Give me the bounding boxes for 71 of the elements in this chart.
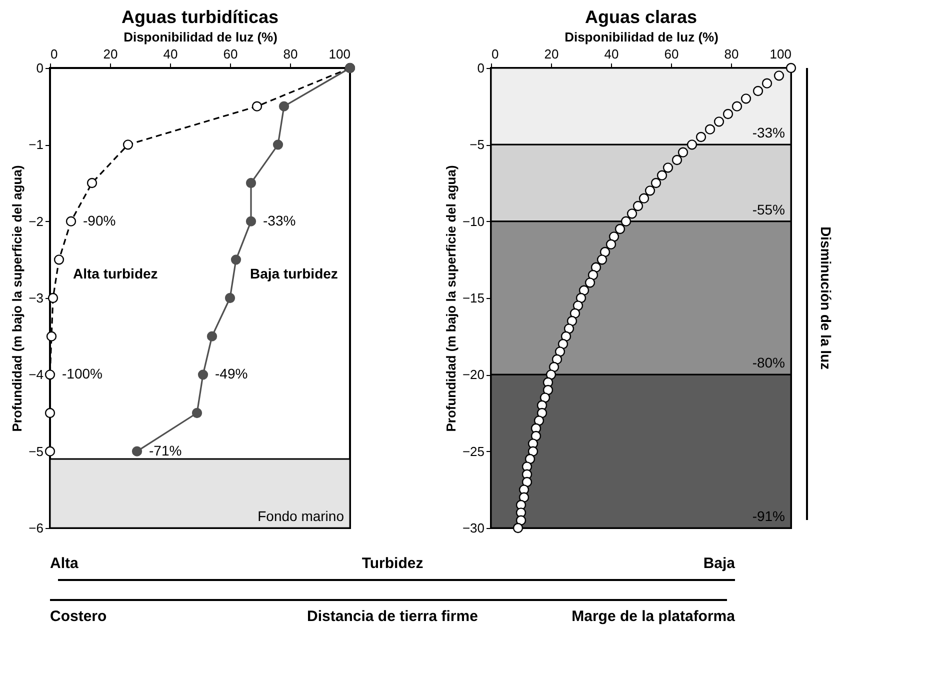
annotation: -90% (83, 212, 116, 228)
point (46, 331, 57, 342)
y-tick-label: −3 (28, 290, 44, 306)
band-label: Fondo marino (258, 508, 344, 524)
annotation: -49% (215, 366, 248, 382)
point (198, 370, 208, 380)
point (44, 408, 56, 418)
band-label: -33% (752, 124, 785, 141)
y-tick-label: 0 (36, 60, 44, 76)
band-label: -55% (752, 201, 785, 218)
text: Turbidez (362, 555, 424, 572)
y-tick-label: −20 (462, 367, 484, 382)
text: Baja (703, 555, 736, 572)
point (44, 446, 56, 456)
y-tick-label: −6 (28, 520, 44, 536)
text: Distancia de tierra firme (307, 608, 478, 625)
annotation: -71% (149, 442, 182, 458)
x-tick-label: 0 (492, 46, 499, 62)
point (246, 216, 256, 226)
point (132, 446, 142, 456)
y-tick-label: 0 (477, 60, 484, 76)
y-axis-title: Profundidad (m bajo la superficie del agua) (10, 165, 25, 432)
y-tick-label: −1 (28, 137, 44, 152)
point (44, 370, 56, 380)
x-axis-title: Disponibilidad de luz (%) (564, 30, 718, 44)
y-tick-label: −15 (462, 290, 484, 306)
x-tick-label: 80 (724, 46, 739, 62)
text: Alta (50, 555, 79, 572)
y-tick-label: −25 (462, 444, 484, 459)
y-tick-label: −30 (462, 520, 484, 536)
x-tick-label: 60 (223, 46, 238, 62)
x-tick-label: 0 (50, 46, 58, 62)
point (66, 216, 76, 226)
point (122, 140, 134, 150)
y2-axis-title: Disminución de la luz (818, 226, 834, 370)
point (278, 101, 290, 112)
point (230, 254, 242, 265)
point (252, 101, 262, 112)
y-tick-label: −10 (462, 214, 484, 229)
x-tick-label: 100 (770, 46, 792, 62)
text: Costero (50, 608, 107, 625)
point (206, 331, 218, 342)
x-tick-label: 40 (163, 46, 178, 62)
x-tick-label: 100 (328, 46, 350, 62)
x-axis-title: Disponibilidad de luz (%) (124, 30, 278, 44)
point (272, 140, 284, 150)
x-tick-label: 80 (283, 46, 298, 62)
y-tick-label: −5 (28, 444, 44, 459)
series-label: Alta turbidez (73, 266, 158, 282)
annotation: -100% (62, 366, 102, 382)
y-tick-label: −2 (28, 214, 44, 229)
x-tick-label: 60 (664, 46, 679, 62)
y-axis-title: Profundidad (m bajo la superficie del agua) (443, 165, 458, 432)
y-tick-label: −5 (470, 137, 484, 152)
series-label: Baja turbidez (250, 266, 338, 282)
band-label: -91% (752, 508, 785, 524)
chart-title: Aguas turbidíticas (121, 7, 279, 27)
x-tick-label: 40 (604, 46, 619, 62)
point (54, 254, 64, 265)
point (246, 178, 256, 188)
band-label: -80% (752, 354, 785, 371)
point (192, 408, 202, 418)
point (86, 178, 98, 188)
text: Marge de la plataforma (572, 608, 736, 625)
annotation: -33% (263, 212, 296, 228)
x-tick-label: 20 (103, 46, 118, 62)
point (48, 292, 58, 304)
y-tick-label: −4 (28, 367, 44, 382)
chart-title: Aguas claras (584, 7, 698, 27)
x-tick-label: 20 (544, 46, 559, 62)
point (224, 292, 236, 304)
